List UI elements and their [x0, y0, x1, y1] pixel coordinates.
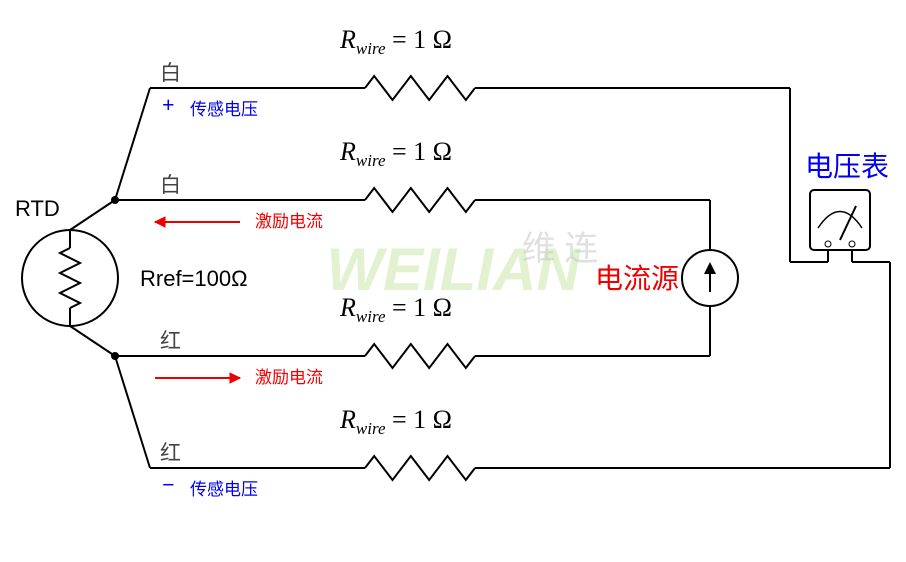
rtd-label: RTD	[15, 196, 60, 221]
polarity-sign: −	[162, 472, 175, 497]
wire-color-tag: 白	[160, 174, 181, 197]
resistor	[365, 344, 475, 368]
wire-note: 传感电压	[190, 480, 258, 499]
rtd-4wire-schematic: WEILIAN维 连Rwire = 1 Ω白+传感电压Rwire = 1 Ω白激…	[0, 0, 906, 562]
resistor	[365, 456, 475, 480]
node-dot	[111, 352, 119, 360]
wire-color-tag: 白	[160, 62, 181, 85]
current-source-label: 电流源	[595, 263, 679, 294]
node-dot	[111, 196, 119, 204]
wire-color-tag: 红	[160, 330, 181, 353]
rwire-label: Rwire = 1 Ω	[339, 137, 452, 170]
rwire-label: Rwire = 1 Ω	[339, 25, 452, 58]
wire-note: 激励电流	[255, 368, 323, 387]
wire-note: 激励电流	[255, 212, 323, 231]
voltmeter	[810, 190, 870, 250]
wire-color-tag: 红	[160, 442, 181, 465]
voltmeter-label: 电压表	[805, 151, 889, 182]
resistor	[365, 188, 475, 212]
wire-note: 传感电压	[190, 100, 258, 119]
rtd-resistor	[60, 248, 80, 308]
watermark-cn: 维 连	[522, 230, 599, 268]
rref-label: Rref=100Ω	[140, 266, 248, 291]
resistor	[365, 76, 475, 100]
rwire-label: Rwire = 1 Ω	[339, 405, 452, 438]
polarity-sign: +	[162, 92, 175, 117]
